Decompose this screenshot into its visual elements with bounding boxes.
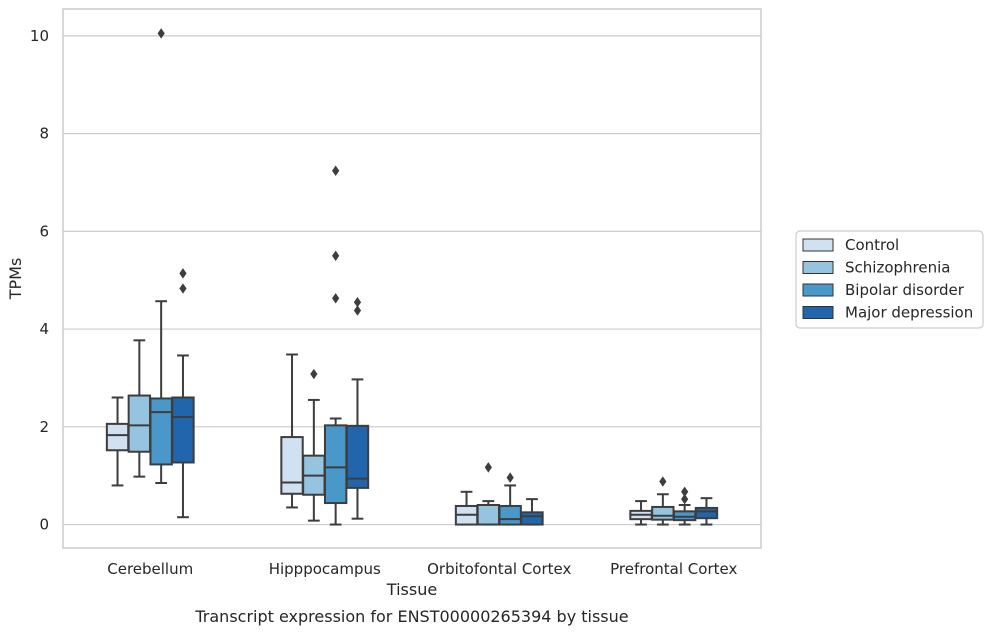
y-tick-label: 10	[30, 27, 49, 45]
outlier-point	[353, 297, 362, 308]
plot-frame	[62, 8, 762, 549]
legend-swatch	[802, 238, 834, 252]
box-schizophrenia-1	[302, 368, 326, 522]
box-major-depression-2	[520, 498, 544, 526]
box-iqr	[651, 505, 675, 521]
box-iqr	[149, 397, 173, 466]
box-iqr	[498, 504, 522, 526]
outlier-point	[659, 476, 667, 487]
box-schizophrenia-3	[651, 476, 675, 526]
outlier-point	[484, 462, 492, 473]
outlier-point	[310, 368, 318, 380]
box-control-1	[280, 353, 304, 509]
legend-label: Major depression	[845, 304, 973, 322]
box-schizophrenia-2	[476, 462, 501, 526]
box-iqr	[345, 424, 370, 489]
y-tick-label: 4	[39, 320, 49, 338]
x-tick-label: Prefrontal Cortex	[610, 560, 737, 578]
legend-frame	[795, 230, 984, 329]
outlier-point	[681, 493, 689, 505]
outlier-point	[681, 486, 689, 498]
legend-label: Control	[845, 236, 899, 254]
legend-label: Bipolar disorder	[845, 281, 965, 299]
x-tick-label: Cerebellum	[107, 560, 193, 578]
y-axis-label: TPMs	[6, 258, 25, 301]
box-bipolar-disorder-1	[323, 165, 348, 526]
y-tick-label: 2	[39, 418, 49, 436]
outlier-point	[157, 28, 165, 39]
outlier-point	[332, 293, 340, 304]
y-tick-label: 8	[39, 125, 49, 143]
x-tick-labels: Cerebellum Hipppocampus Orbitofontal Corte…	[107, 560, 737, 578]
outlier-point	[353, 305, 362, 316]
box-iqr	[323, 424, 348, 505]
x-tick-label: Hipppocampus	[269, 560, 381, 578]
x-axis-label: Tissue	[386, 580, 437, 599]
chart-caption: Transcript expression for ENST0000026539…	[194, 607, 628, 626]
outlier-point	[332, 250, 340, 261]
outlier-point	[506, 472, 514, 483]
outlier-point	[332, 165, 340, 176]
box-major-depression-3	[694, 497, 719, 526]
outlier-point	[179, 283, 187, 294]
y-tick-label: 0	[39, 516, 49, 534]
legend-swatch	[802, 261, 834, 274]
box-iqr	[171, 396, 195, 464]
plot-area	[105, 28, 719, 526]
y-tick-labels: 0 2 4 6 8 10	[30, 27, 49, 534]
box-iqr	[127, 394, 152, 453]
box-iqr	[476, 503, 501, 526]
box-control-2	[454, 490, 479, 526]
legend: Control Schizophrenia Bipolar disorder Majo…	[795, 230, 984, 329]
box-iqr	[280, 436, 304, 495]
legend-label: Schizophrenia	[845, 259, 950, 277]
box-iqr	[105, 422, 130, 452]
box-schizophrenia-0	[127, 339, 152, 478]
box-control-0	[105, 396, 130, 487]
box-major-depression-1	[345, 297, 370, 520]
outlier-point	[179, 268, 187, 279]
box-iqr	[694, 506, 719, 520]
box-bipolar-disorder-3	[672, 486, 697, 526]
y-tick-label: 6	[39, 222, 49, 240]
box-control-3	[629, 500, 653, 526]
legend-swatch	[802, 306, 834, 319]
x-tick-label: Orbitofontal Cortex	[427, 560, 571, 578]
box-bipolar-disorder-0	[149, 28, 173, 485]
box-iqr	[520, 511, 544, 526]
legend-swatch	[802, 283, 834, 297]
box-major-depression-0	[171, 268, 195, 519]
box-bipolar-disorder-2	[498, 472, 522, 526]
